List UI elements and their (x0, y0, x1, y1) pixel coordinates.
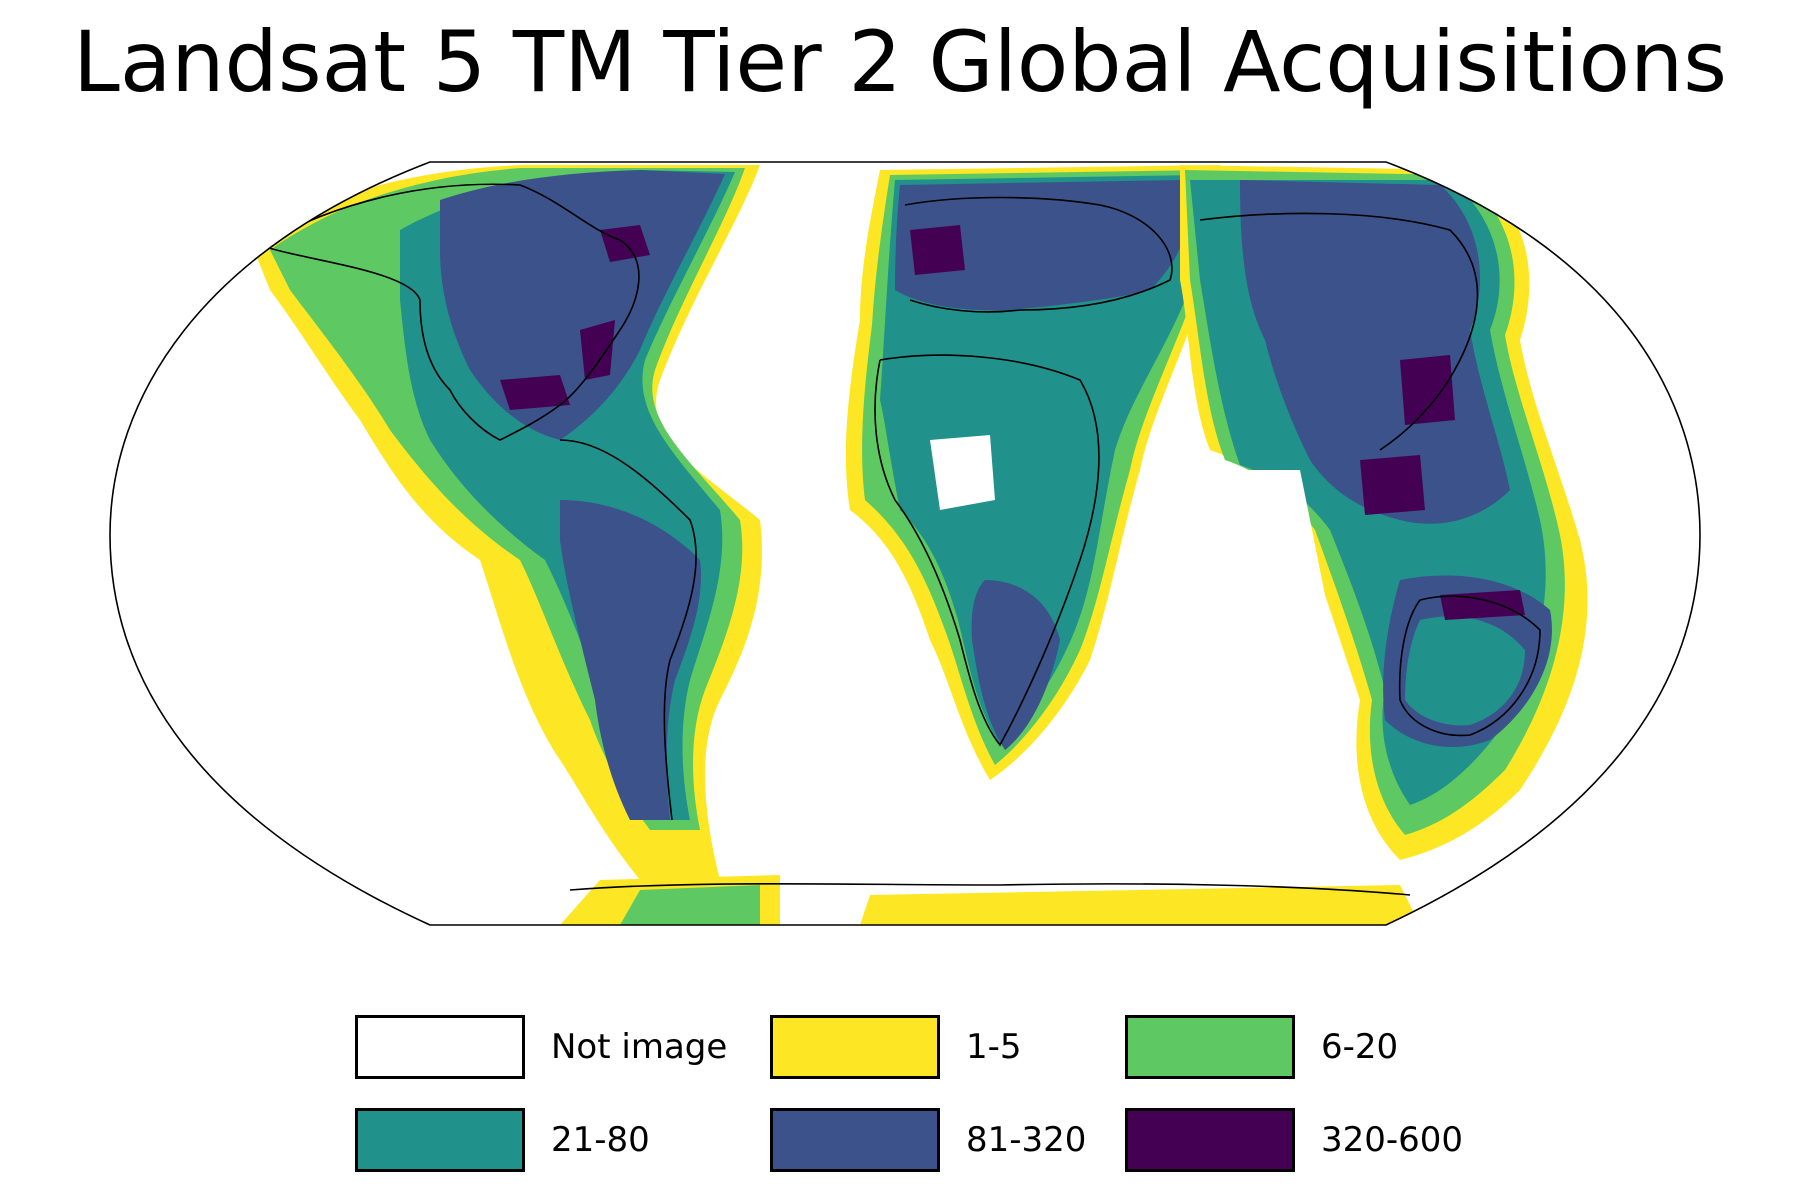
legend-item-21-80: 21-80 (355, 1108, 650, 1172)
legend-item-1-5: 1-5 (770, 1015, 1022, 1079)
asia-320-600-b (1360, 455, 1425, 515)
europe-81-320 (895, 180, 1189, 311)
world-acquisition-map (109, 161, 1701, 926)
legend-item-not-image: Not image (355, 1015, 727, 1079)
us-east-320-600 (580, 320, 615, 380)
legend-label-6-20: 6-20 (1321, 1027, 1399, 1067)
southern-africa-81-320 (971, 580, 1060, 750)
legend-label-81-320: 81-320 (966, 1120, 1087, 1160)
antarctica-6-20 (620, 885, 760, 925)
legend: Not image 1-5 6-20 21-80 81-320 320-600 (340, 1010, 1540, 1200)
sahel-no-image (930, 435, 995, 510)
legend-label-21-80: 21-80 (551, 1120, 650, 1160)
asia-320-600-a (1400, 355, 1455, 425)
legend-swatch-81-320 (770, 1108, 940, 1172)
legend-item-320-600: 320-600 (1125, 1108, 1463, 1172)
legend-label-1-5: 1-5 (966, 1027, 1022, 1067)
legend-swatch-6-20 (1125, 1015, 1295, 1079)
australia-21-80 (1405, 616, 1525, 726)
asia-81-320 (1240, 180, 1510, 524)
legend-swatch-not-image (355, 1015, 525, 1079)
europe-320-600 (910, 225, 965, 275)
legend-item-81-320: 81-320 (770, 1108, 1086, 1172)
legend-swatch-1-5 (770, 1015, 940, 1079)
legend-swatch-320-600 (1125, 1108, 1295, 1172)
page-title: Landsat 5 TM Tier 2 Global Acquisitions (73, 13, 1727, 111)
gulf-320-600 (500, 375, 570, 410)
legend-label-320-600: 320-600 (1321, 1120, 1464, 1160)
legend-swatch-21-80 (355, 1108, 525, 1172)
legend-item-6-20: 6-20 (1125, 1015, 1398, 1079)
map-outline (109, 161, 1701, 926)
antarctica-east-fringe (860, 885, 1420, 925)
coastlines (259, 183, 1541, 896)
eurafrica-21-80 (880, 175, 1217, 745)
north-america-81-320 (440, 170, 725, 440)
indian-ocean-no-image (1120, 470, 1330, 800)
south-america-81-320 (560, 500, 701, 820)
australia-320-600 (1440, 590, 1525, 620)
legend-label-not-image: Not image (551, 1027, 728, 1067)
